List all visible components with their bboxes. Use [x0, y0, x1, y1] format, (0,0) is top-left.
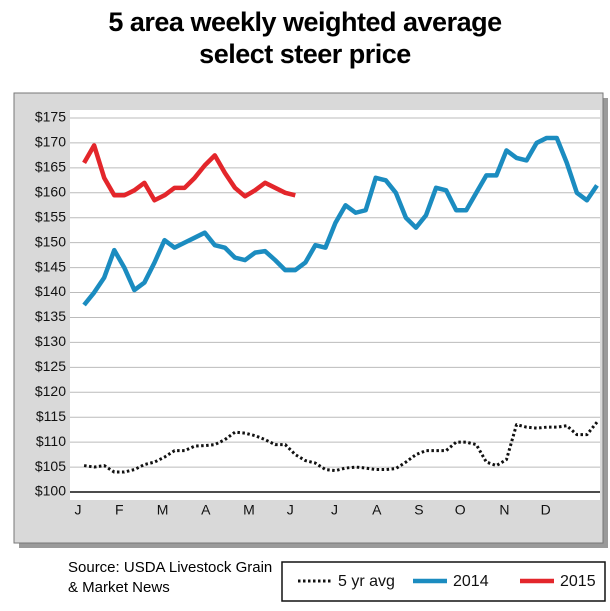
- x-tick-label: O: [455, 502, 466, 518]
- x-tick-label: D: [541, 502, 551, 518]
- y-tick-label: $150: [35, 233, 66, 249]
- x-tick-label: A: [372, 502, 382, 518]
- x-tick-label: J: [75, 502, 82, 518]
- x-tick-label: F: [115, 502, 124, 518]
- x-tick-label: M: [157, 502, 169, 518]
- chart-title: 5 area weekly weighted average select st…: [108, 7, 502, 69]
- y-tick-label: $100: [35, 483, 66, 499]
- line-series: [83, 421, 599, 474]
- y-tick-label: $120: [35, 383, 66, 399]
- x-tick-label: A: [201, 502, 211, 518]
- legend-label: 2015: [560, 573, 596, 590]
- y-tick-label: $115: [36, 408, 66, 424]
- x-tick-label: N: [499, 502, 509, 518]
- x-tick-label: M: [243, 502, 255, 518]
- y-tick-label: $160: [35, 184, 66, 200]
- y-tick-label: $175: [35, 109, 66, 125]
- y-tick-label: $170: [35, 134, 66, 150]
- source: Source: USDA Livestock Grain & Market Ne…: [68, 559, 273, 596]
- y-tick-label: $125: [35, 358, 66, 374]
- line-series: [82, 143, 296, 203]
- y-tick-label: $145: [35, 258, 66, 274]
- legend-label: 2014: [453, 573, 489, 590]
- x-tick-label: J: [331, 502, 338, 518]
- y-tick-label: $130: [35, 333, 66, 349]
- y-tick-label: $110: [36, 433, 66, 449]
- x-tick-label: J: [287, 502, 294, 518]
- legend-label: 5 yr avg: [338, 573, 395, 590]
- y-tick-label: $105: [35, 458, 66, 474]
- line-series: [82, 135, 599, 307]
- x-tick-label: S: [414, 502, 423, 518]
- y-tick-label: $135: [35, 308, 66, 324]
- y-tick-label: $140: [35, 283, 66, 299]
- y-tick-label: $165: [35, 159, 66, 175]
- plot-area: [70, 110, 600, 500]
- y-tick-label: $155: [35, 208, 66, 224]
